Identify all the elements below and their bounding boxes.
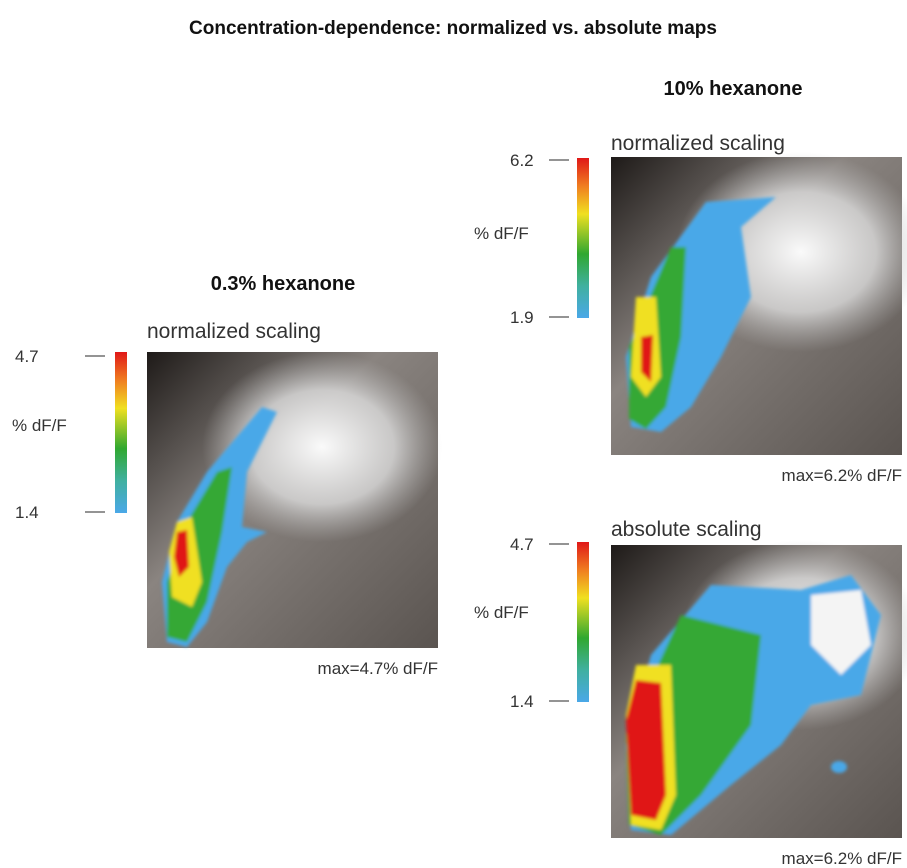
panel-heading: 10% hexanone [664,78,803,100]
colorbar-min: 1.4 [15,503,39,522]
figure: Concentration-dependence: normalized vs.… [0,0,907,868]
colorbar-max: 4.7 [15,347,39,366]
map-caption: max=6.2% dF/F [782,849,902,868]
activity-map [611,540,907,838]
scaling-label: normalized scaling [611,132,785,155]
colorbar-min: 1.4 [510,692,534,711]
colorbar-max: 4.7 [510,535,534,554]
map-caption: max=4.7% dF/F [318,659,438,678]
colorbar [577,542,589,702]
activity-map [147,352,442,648]
colorbar-unit: % dF/F [474,224,529,243]
colorbar-max: 6.2 [510,151,534,170]
activity-map [611,152,907,455]
scaling-label: normalized scaling [147,320,321,343]
colorbar [577,158,589,318]
colorbar-min: 1.9 [510,308,534,327]
colorbar [115,352,127,513]
scaling-label: absolute scaling [611,518,762,541]
panel-heading: 0.3% hexanone [211,273,356,295]
figure-title: Concentration-dependence: normalized vs.… [189,18,717,39]
colorbar-unit: % dF/F [474,603,529,622]
colorbar-unit: % dF/F [12,416,67,435]
map-caption: max=6.2% dF/F [782,466,902,485]
